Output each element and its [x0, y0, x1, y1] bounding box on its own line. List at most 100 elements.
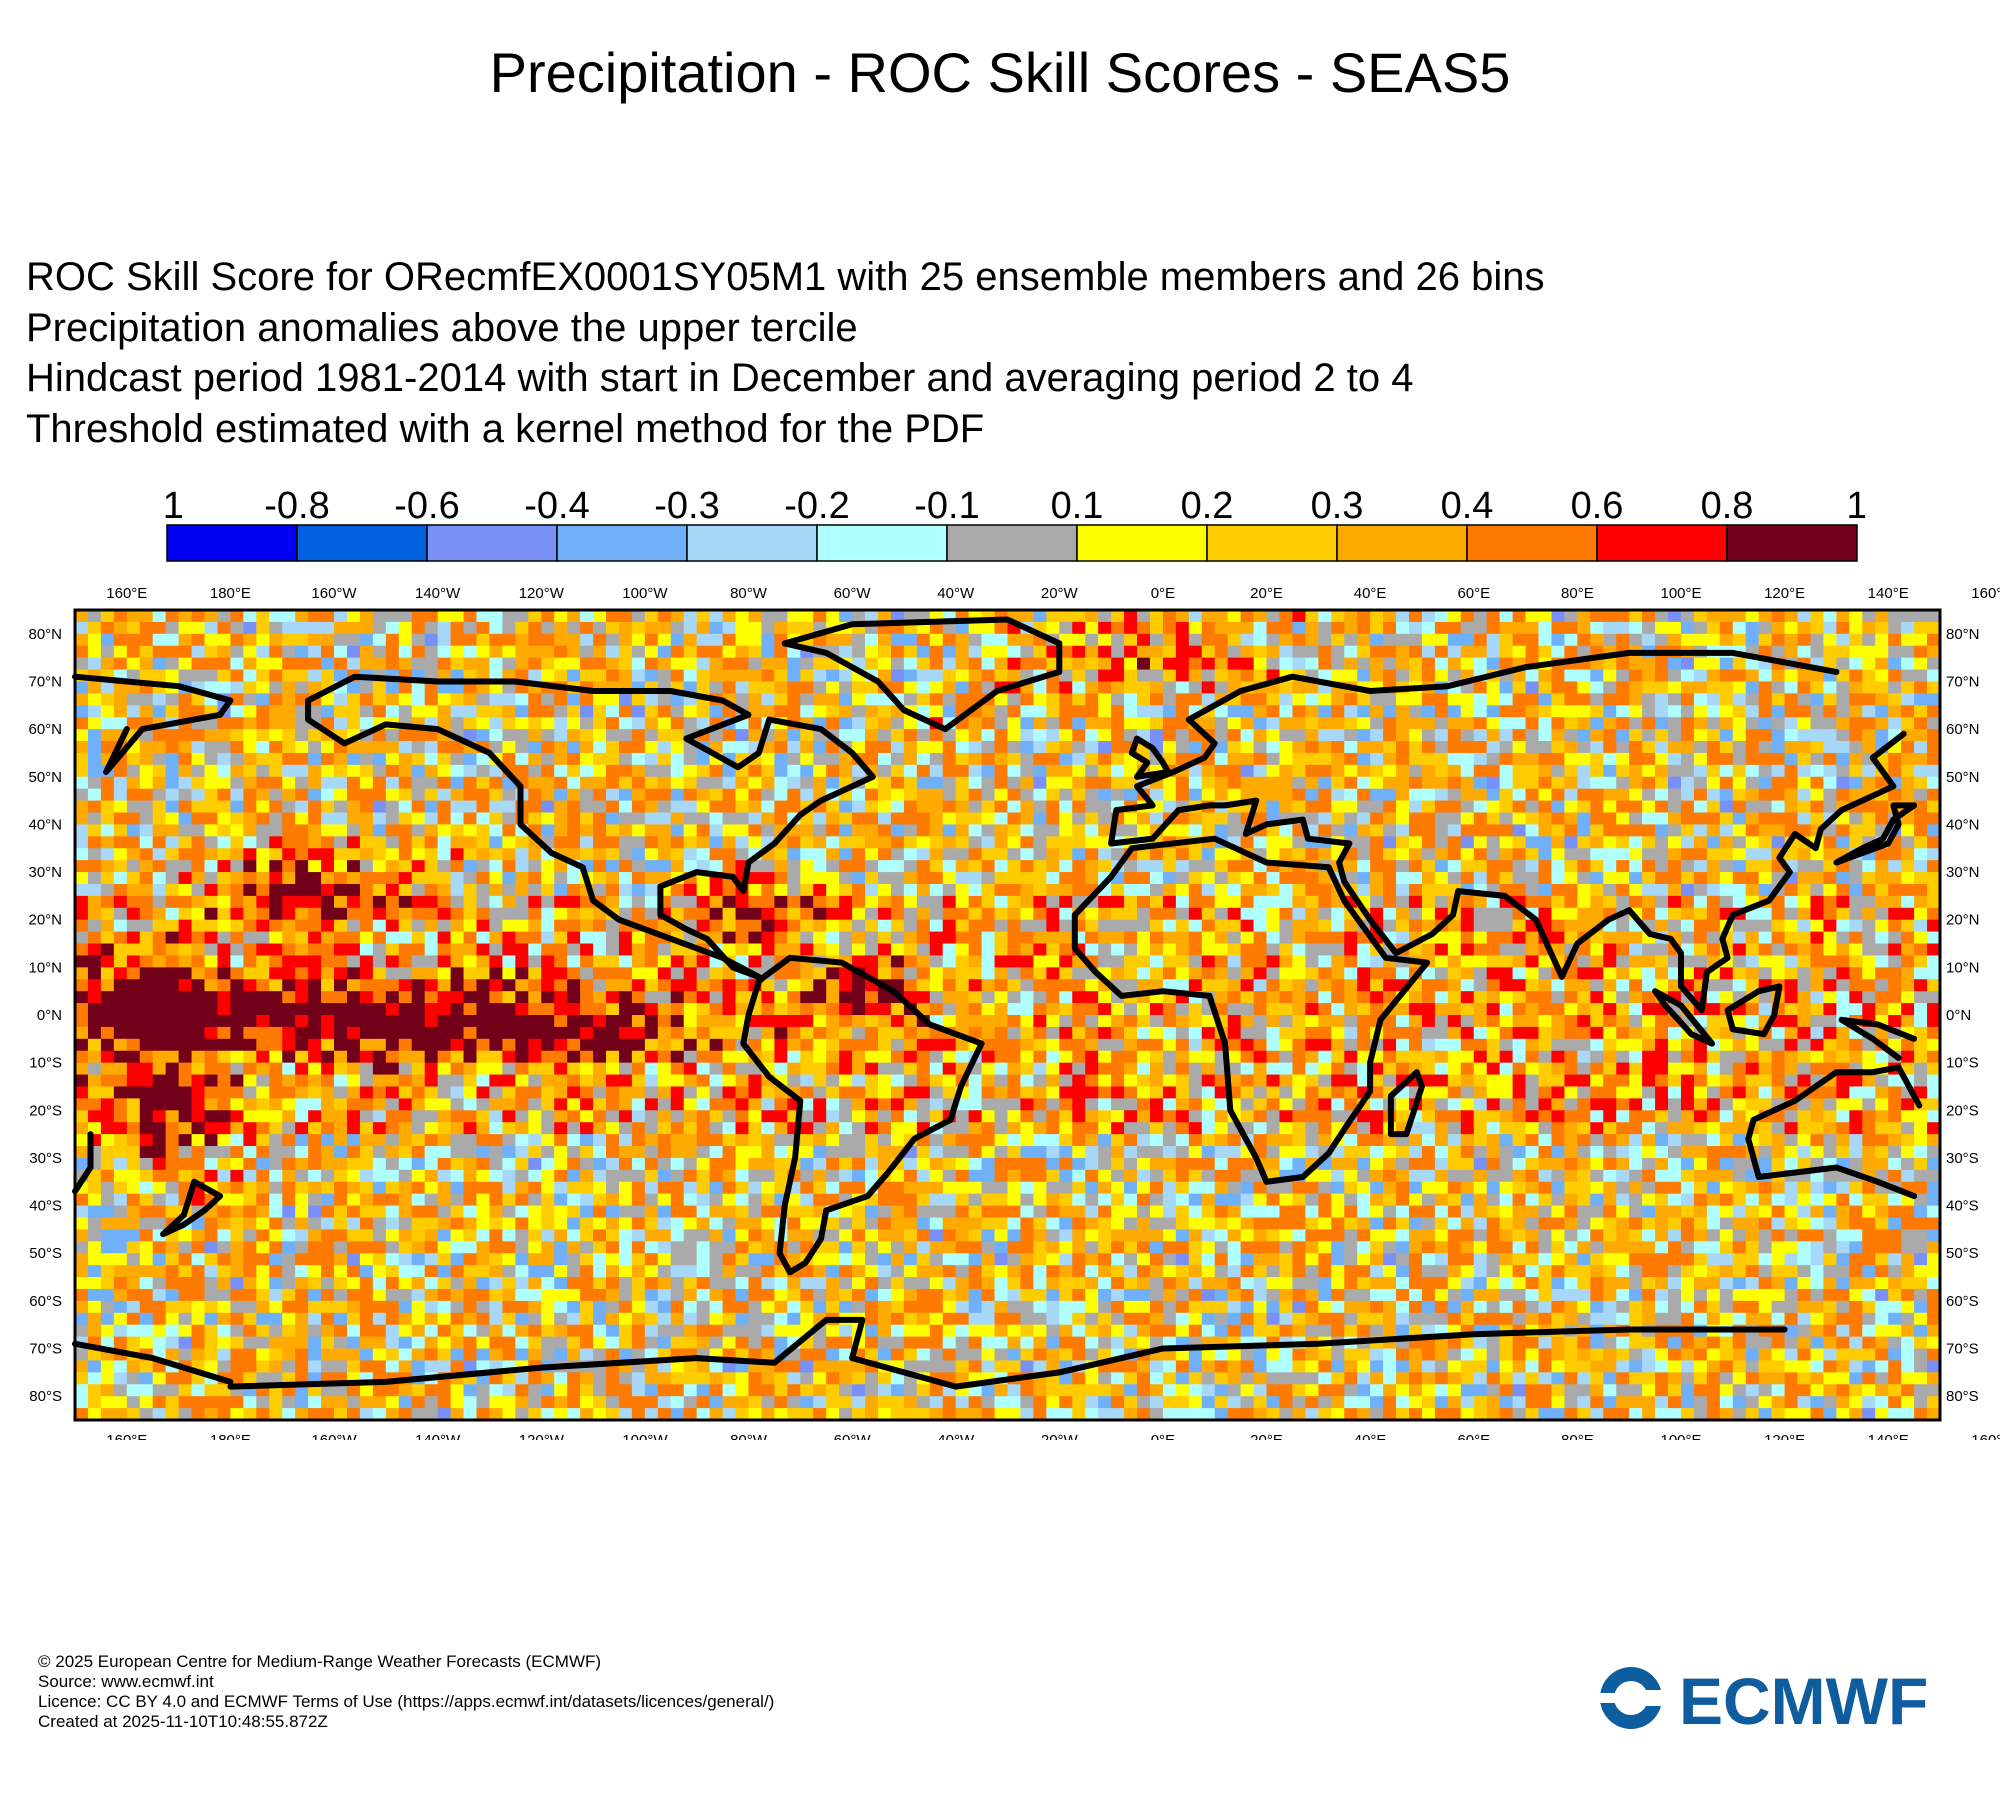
skill-cell: [1538, 860, 1553, 873]
skill-cell: [1072, 633, 1086, 647]
skill-cell: [839, 848, 853, 861]
skill-cell: [1888, 610, 1902, 623]
skill-cell: [334, 883, 348, 897]
skill-cell: [100, 657, 115, 671]
skill-cell: [1512, 788, 1527, 802]
skill-cell: [722, 943, 737, 957]
skill-cell: [1434, 800, 1449, 814]
skill-cell: [929, 1003, 944, 1016]
skill-cell: [1279, 741, 1294, 754]
skill-cell: [1434, 967, 1449, 980]
skill-cell: [489, 717, 503, 730]
skill-cell: [372, 764, 387, 778]
skill-cell: [683, 764, 698, 778]
skill-cell: [644, 967, 659, 980]
skill-cell: [1240, 741, 1255, 754]
skill-cell: [670, 1015, 685, 1028]
skill-cell: [1823, 955, 1837, 968]
skill-cell: [631, 907, 646, 921]
skill-cell: [230, 729, 244, 742]
skill-cell: [398, 1015, 413, 1028]
skill-cell: [1849, 836, 1863, 849]
skill-cell: [1046, 717, 1060, 730]
skill-cell: [709, 895, 724, 909]
skill-cell: [890, 1015, 905, 1028]
skill-cell: [1305, 931, 1319, 945]
skill-cell: [813, 705, 827, 718]
skill-cell: [1098, 907, 1112, 921]
skill-cell: [1214, 991, 1229, 1004]
skill-cell: [1305, 800, 1319, 814]
skill-cell: [1538, 705, 1553, 718]
skill-cell: [398, 729, 413, 742]
skill-cell: [1719, 800, 1734, 814]
skill-cell: [1370, 633, 1384, 647]
skill-cell: [1240, 955, 1255, 968]
skill-cell: [541, 967, 555, 980]
skill-cell: [515, 645, 529, 659]
skill-cell: [1914, 669, 1928, 683]
skill-cell: [528, 872, 542, 885]
skill-cell: [463, 729, 478, 742]
skill-cell: [1758, 1003, 1773, 1016]
skill-cell: [1175, 955, 1190, 968]
skill-cell: [1473, 872, 1488, 885]
skill-cell: [1473, 800, 1488, 814]
skill-cell: [1538, 729, 1553, 742]
skill-cell: [852, 872, 866, 885]
skill-cell: [1486, 955, 1501, 968]
skill-cell: [657, 836, 672, 849]
skill-cell: [644, 860, 659, 873]
skill-cell: [968, 812, 983, 826]
skill-cell: [502, 752, 516, 766]
skill-cell: [152, 919, 167, 933]
skill-cell: [1616, 931, 1630, 945]
skill-cell: [1797, 919, 1812, 933]
skill-cell: [593, 717, 607, 730]
skill-cell: [1486, 693, 1501, 706]
skill-cell: [334, 860, 348, 873]
skill-cell: [1849, 752, 1863, 766]
skill-cell: [593, 919, 607, 933]
skill-cell: [1499, 633, 1514, 647]
skill-cell: [1253, 991, 1268, 1004]
skill-cell: [152, 979, 167, 992]
skill-cell: [606, 645, 620, 659]
skill-cell: [1927, 991, 1941, 1004]
skill-cell: [1564, 812, 1578, 826]
colorbar-tick-label: 0.2: [1181, 485, 1234, 527]
skill-cell: [1033, 824, 1047, 837]
skill-cell: [1758, 991, 1773, 1004]
skill-cell: [75, 848, 89, 861]
skill-cell: [826, 812, 840, 826]
skill-cell: [657, 776, 672, 790]
skill-cell: [554, 776, 568, 790]
skill-cell: [709, 610, 724, 623]
skill-cell: [1823, 848, 1837, 861]
skill-cell: [1020, 907, 1034, 921]
skill-cell: [411, 645, 426, 659]
skill-cell: [1007, 741, 1022, 754]
skill-cell: [1331, 943, 1345, 957]
skill-cell: [1797, 979, 1812, 992]
skill-cell: [1810, 633, 1825, 647]
skill-cell: [1046, 919, 1060, 933]
skill-cell: [1111, 931, 1125, 945]
skill-cell: [606, 943, 620, 957]
skill-cell: [1085, 812, 1099, 826]
skill-cell: [554, 645, 568, 659]
skill-cell: [696, 848, 711, 861]
skill-cell: [606, 800, 620, 814]
skill-cell: [204, 1015, 219, 1028]
skill-cell: [942, 872, 957, 885]
skill-cell: [1538, 955, 1553, 968]
skill-cell: [1525, 764, 1540, 778]
skill-cell: [476, 693, 491, 706]
skill-cell: [87, 872, 102, 885]
skill-cell: [463, 955, 478, 968]
skill-cell: [1732, 741, 1747, 754]
skill-cell: [87, 812, 102, 826]
skill-cell: [476, 824, 491, 837]
skill-cell: [75, 741, 89, 754]
skill-cell: [1408, 657, 1423, 671]
